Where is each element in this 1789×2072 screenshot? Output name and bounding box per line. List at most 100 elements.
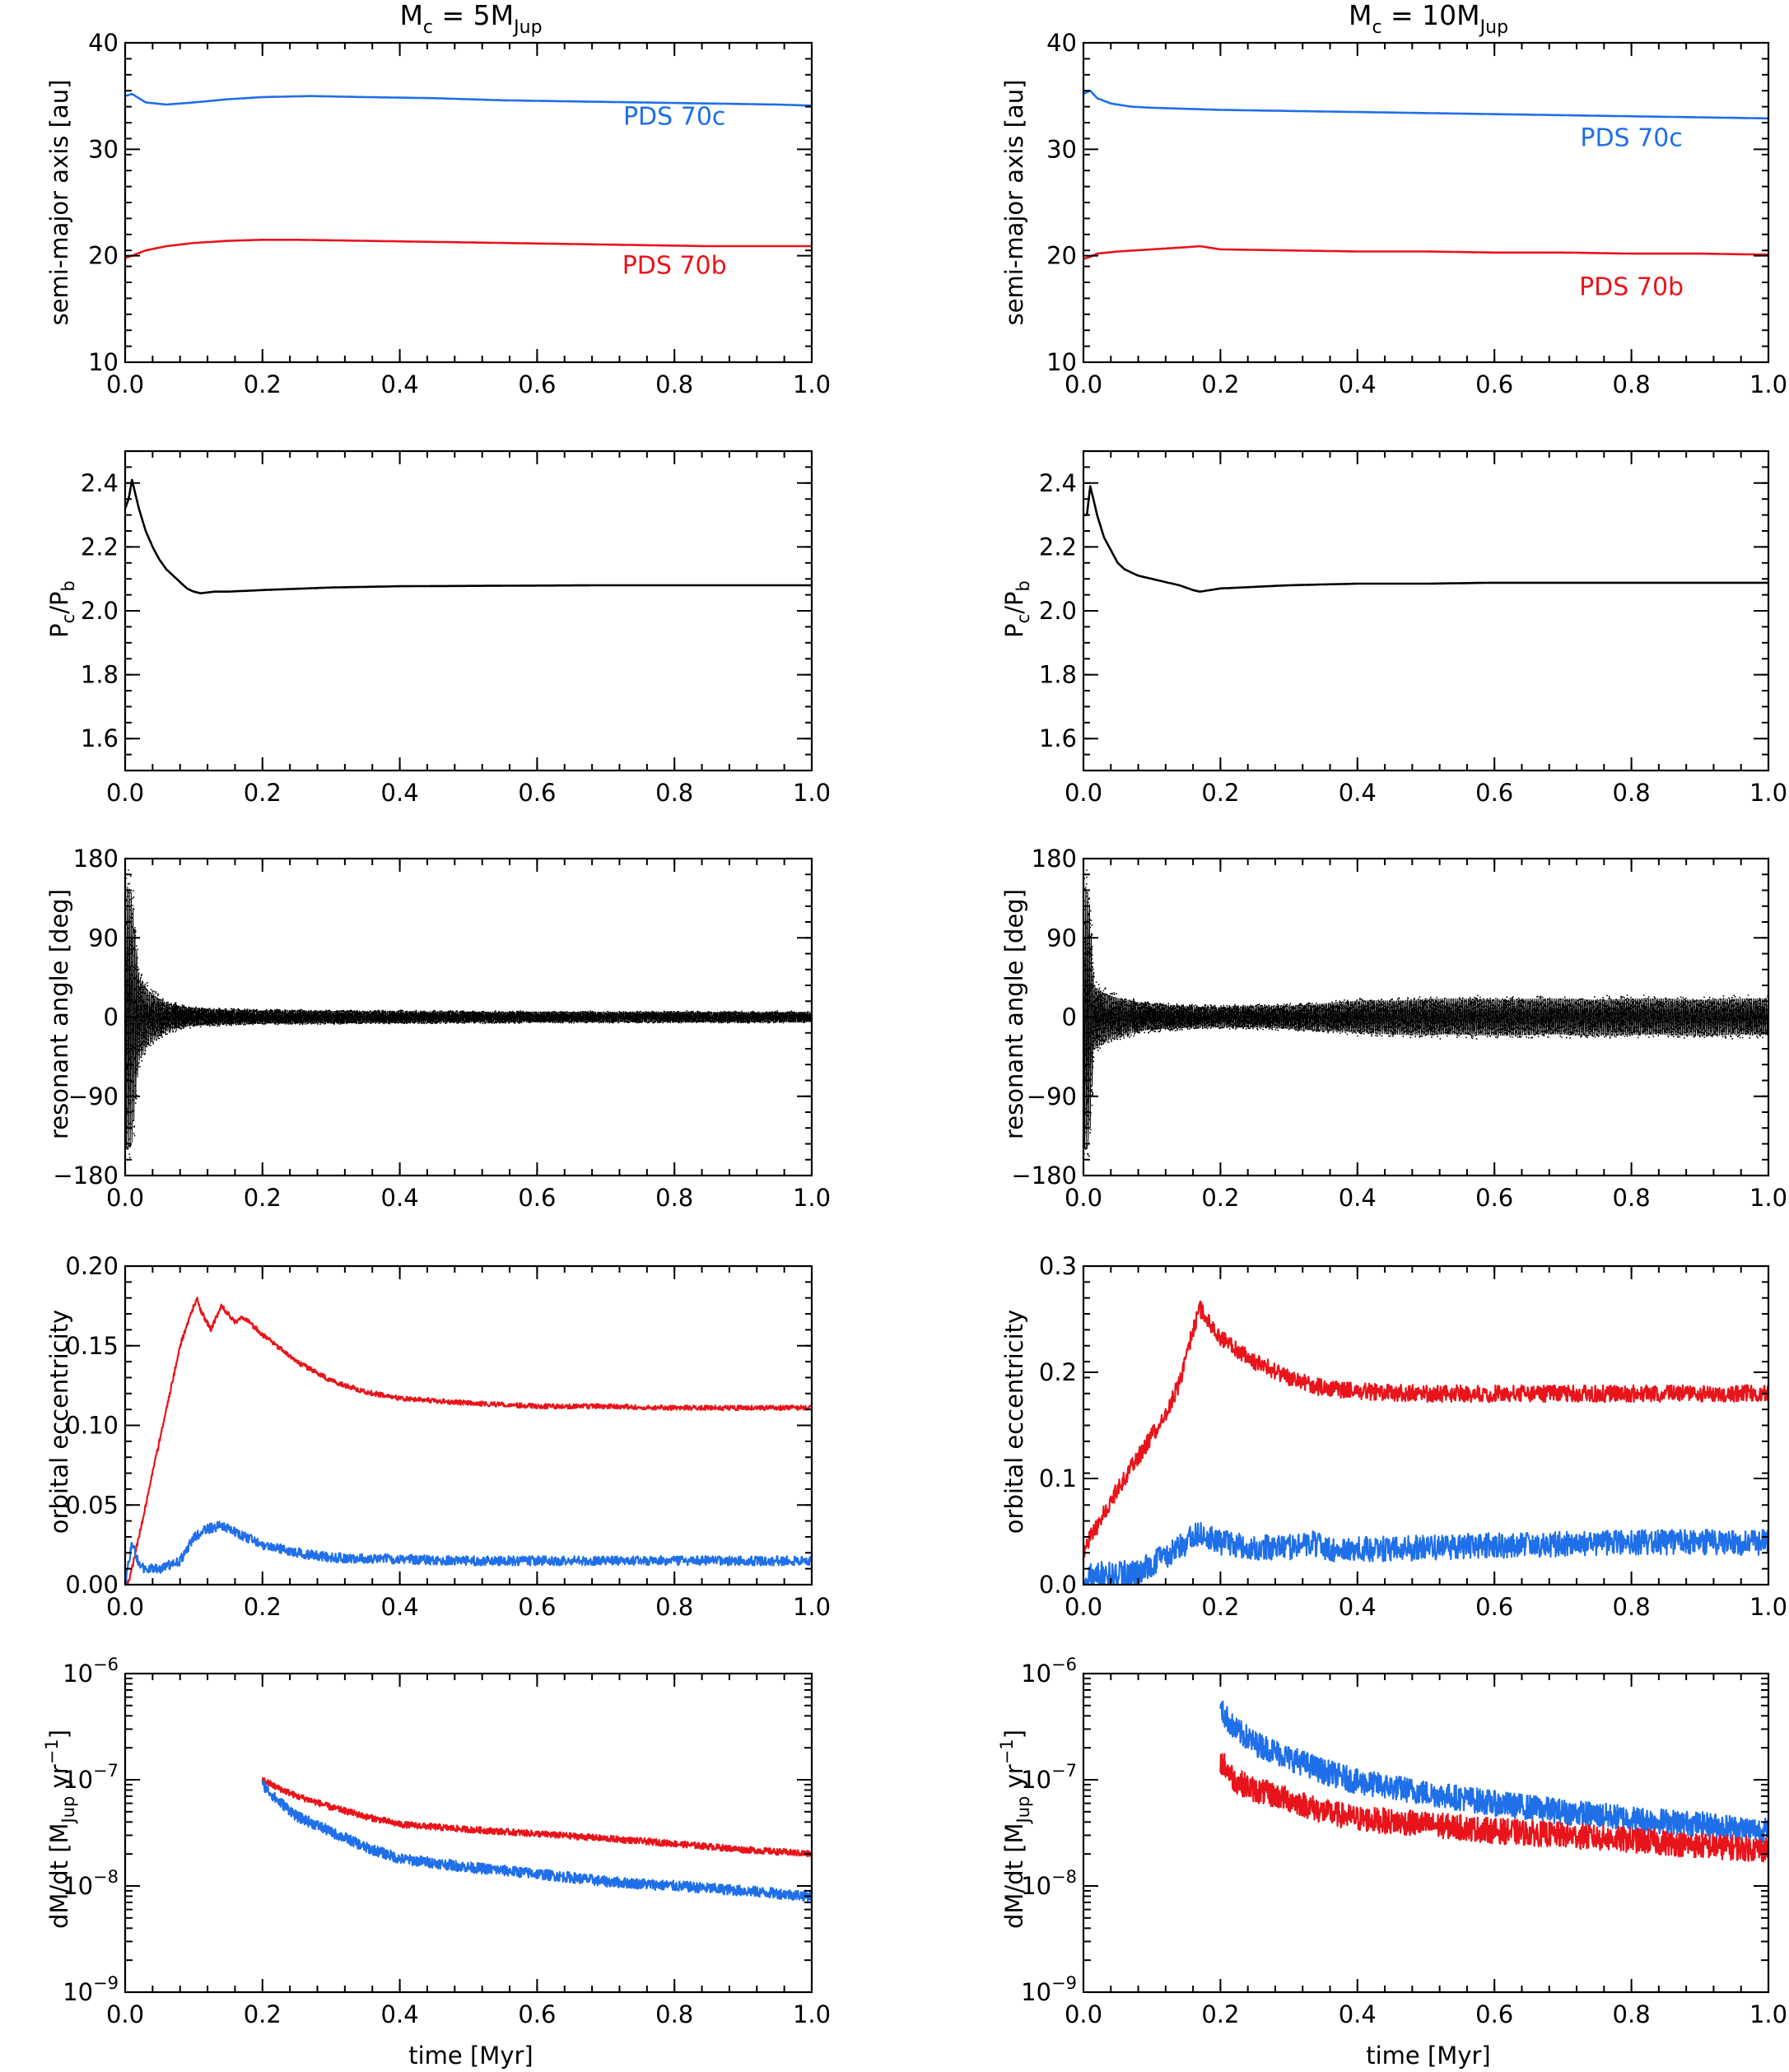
panel-angle-10: 0.0 0.2 0.4 0.6 0.8 1.0 −180 −90 0 90 180: [1011, 845, 1787, 1212]
x-tick-label: 1.0: [793, 2000, 831, 2028]
y-tick-label: 0.15: [65, 1332, 119, 1360]
series-line-1: [125, 1520, 812, 1585]
x-tick-label: 0.8: [1613, 1593, 1651, 1621]
x-tick-label: 0.6: [518, 779, 556, 807]
x-tick-label: 0.2: [1201, 779, 1239, 807]
x-tick-label: 0.2: [244, 779, 282, 807]
x-tick-label: 0.0: [106, 1184, 144, 1212]
y-tick-label: 1.8: [81, 661, 119, 689]
x-tick-label: 0.2: [1201, 370, 1239, 398]
x-tick-label: 0.2: [244, 370, 282, 398]
xlabel-left: time [Myr]: [408, 2042, 533, 2070]
y-tick-label: 0.00: [65, 1571, 119, 1599]
panel-period-5: 0.0 0.2 0.4 0.6 0.8 1.0 1.6 1.8 2.0 2.2 2.4: [81, 449, 831, 807]
x-tick-label: 0.4: [381, 779, 419, 807]
series-line-1: [1219, 1753, 1768, 1863]
x-tick-label: 0.2: [244, 2000, 282, 2028]
x-tick-label: 1.0: [793, 1593, 831, 1621]
y-tick-label: −90: [68, 1083, 119, 1110]
x-tick-label: 1.0: [793, 370, 831, 398]
plot-area: [125, 869, 812, 1158]
panel-period-10: 0.0 0.2 0.4 0.6 0.8 1.0 1.6 1.8 2.0 2.2 2.4: [1039, 449, 1787, 807]
x-tick-label: 1.0: [1749, 2000, 1787, 2028]
y-tick-label: 0.10: [65, 1412, 119, 1440]
x-tick-label: 0.6: [518, 370, 556, 398]
x-tick-label: 0.0: [1065, 779, 1102, 807]
x-tick-label: 0.6: [1475, 1184, 1513, 1212]
y-tick-label: −180: [53, 1162, 119, 1190]
y-tick-label: 1.6: [1039, 724, 1077, 752]
series-label-1: PDS 70b: [622, 252, 727, 281]
y-tick-label: 2.0: [81, 597, 119, 625]
y-tick-label: −90: [1027, 1083, 1077, 1110]
x-tick-label: 0.4: [1339, 779, 1377, 807]
x-tick-label: 0.8: [1613, 370, 1651, 398]
column-title-right: Mc = 10MJup: [1349, 0, 1508, 38]
y-tick-label: 1.8: [1039, 661, 1077, 689]
plot-area: [125, 1297, 812, 1585]
x-tick-label: 0.6: [518, 1184, 556, 1212]
x-tick-label: 0.0: [1065, 1593, 1102, 1621]
ylabel-ecc-right: orbital eccentricity: [1000, 1310, 1028, 1534]
panel-ecc-10: 0.0 0.2 0.4 0.6 0.8 1.0 0.0 0.1 0.2 0.3: [1039, 1252, 1787, 1621]
x-tick-label: 0.6: [1475, 370, 1513, 398]
plot-area: [125, 92, 812, 259]
resonant-angle-trace: [1083, 886, 1768, 1150]
y-tick-label: 0.20: [65, 1252, 119, 1280]
series-line-0: [261, 1776, 812, 1857]
y-tick-label: 0.1: [1039, 1464, 1077, 1492]
ylabel-ecc-left: orbital eccentricity: [45, 1310, 73, 1534]
x-tick-label: 0.2: [1201, 2000, 1239, 2028]
y-tick-label: 40: [88, 29, 119, 57]
x-tick-label: 0.6: [1475, 779, 1513, 807]
plot-area: [125, 478, 812, 594]
x-tick-label: 0.6: [1475, 1593, 1513, 1621]
x-tick-label: 0.4: [1339, 1184, 1377, 1212]
x-tick-label: 0.6: [518, 2000, 556, 2028]
y-tick-label: 2.4: [81, 469, 119, 497]
y-tick-label: 2.4: [1039, 469, 1077, 497]
panel-sma-10: PDS 70c PDS 70b 0.0 0.2 0.4 0.6 0.8 1.0 10 20 30 40: [1046, 29, 1787, 398]
y-tick-label: 0: [104, 1003, 119, 1031]
plot-area: [1083, 485, 1768, 593]
x-tick-label: 0.0: [1065, 370, 1102, 398]
x-tick-label: 0.4: [381, 1593, 419, 1621]
series-line-0: [1083, 485, 1768, 593]
ylabel-mdot-left: dM/dt [MJup yr−1]: [42, 1730, 78, 1929]
y-tick-label: 10: [88, 348, 119, 376]
x-tick-label: 0.0: [1065, 1184, 1102, 1212]
ylabel-sma-right: semi-major axis [au]: [1000, 80, 1028, 326]
axes-frame: [123, 1672, 813, 1994]
x-tick-label: 0.6: [1475, 2000, 1513, 2028]
y-tick-label: −180: [1011, 1162, 1077, 1190]
ylabel-angle-right: resonant angle [deg]: [1000, 889, 1028, 1139]
x-tick-label: 0.2: [244, 1593, 282, 1621]
x-tick-label: 1.0: [1749, 1184, 1787, 1212]
column-title-left: Mc = 5MJup: [399, 0, 542, 38]
x-tick-label: 0.8: [655, 370, 693, 398]
y-tick-label: 40: [1046, 29, 1077, 57]
y-tick-label: 30: [1046, 135, 1077, 163]
series-line-0: [125, 92, 812, 107]
y-tick-label: 2.2: [1039, 533, 1077, 561]
series-line-1: [125, 239, 812, 259]
series-line-0: [125, 1297, 812, 1585]
series-line-1: [1083, 1521, 1768, 1585]
x-tick-label: 0.2: [244, 1184, 282, 1212]
series-line-0: [1219, 1700, 1768, 1844]
y-tick-label: 0.2: [1039, 1358, 1077, 1386]
x-tick-label: 0.8: [1613, 779, 1651, 807]
x-tick-label: 0.8: [1613, 2000, 1651, 2028]
x-tick-label: 0.2: [1201, 1184, 1239, 1212]
resonant-angle-trace: [125, 886, 812, 1150]
x-tick-label: 1.0: [1749, 1593, 1787, 1621]
y-tick-label: 0.0: [1039, 1571, 1077, 1599]
plot-area: [1083, 1300, 1768, 1585]
y-tick-label: 10: [1046, 348, 1077, 376]
ylabels-right: semi-major axis [au] Pc/Pb resonant angl…: [997, 80, 1033, 1929]
series-label-0: PDS 70c: [623, 103, 725, 132]
panels: PDS 70c PDS 70b 0.0 0.2 0.4 0.6 0.8 1.0 10 20 30 40…: [53, 29, 1787, 2028]
y-tick-label: 0: [1062, 1003, 1077, 1031]
series-label-1: PDS 70b: [1579, 273, 1684, 302]
